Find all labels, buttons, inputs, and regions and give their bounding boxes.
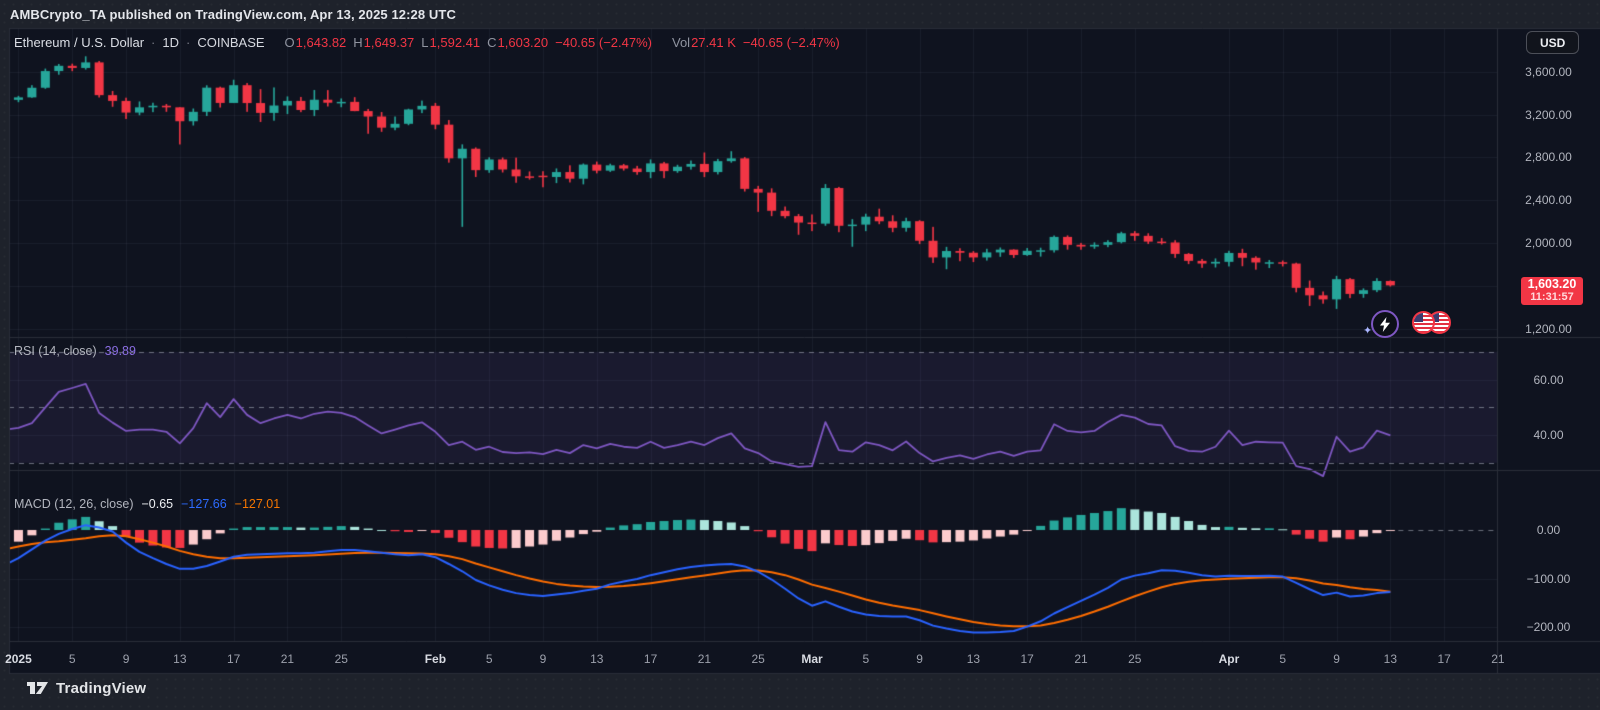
exchange-label: COINBASE [197,35,265,50]
tradingview-logo[interactable]: TradingView [26,680,146,697]
time-axis[interactable]: 2025 5 9 13 17 21 25 Feb 5 9 13 17 21 25 Mar 5 9 13 17 21 25… [0,641,1600,673]
price-axis[interactable]: 3,600.00 3,200.00 2,800.00 2,400.00 2,000.00… [1497,28,1600,673]
price-tick-label: 3,200.00 [1525,107,1572,122]
time-tick-label: 13 [1383,652,1398,666]
price-tick-label: 3,600.00 [1525,64,1572,79]
ohlc-high: H 1,649.37 [353,35,415,50]
currency-toggle-button[interactable]: USD [1526,31,1580,54]
bar-countdown: 11:31:57 [1530,290,1574,303]
time-tick-label: 21 [697,652,712,666]
time-tick-label: 13 [173,652,187,666]
time-tick-label: 5 [485,652,493,666]
macd-label[interactable]: MACD (12, 26, close) [14,497,134,511]
time-tick-label: 17 [643,652,658,666]
macd-tick-label: −100.00 [1526,571,1571,586]
time-tick-label: 25 [751,652,765,666]
volume: Vol 27.41 K [671,35,736,50]
time-tick-label: 17 [1020,652,1034,666]
volume-change: −40.65 (−2.47%) [742,35,840,50]
rsi-label[interactable]: RSI (14, close) [14,344,97,358]
time-tick-label: 9 [539,652,547,666]
macd-line-value: −127.66 [181,497,227,511]
time-tick-label: 9 [916,652,923,666]
time-tick-label: 13 [966,652,981,666]
time-tick-label: Feb [424,652,447,666]
macd-tick-label: 0.00 [1536,523,1561,537]
time-tick-label: 21 [280,652,295,666]
time-tick-label: 5 [68,652,76,666]
tradingview-brand-text: TradingView [56,680,147,697]
time-tick-label: 17 [1437,652,1451,666]
change-value: −40.65 (−2.47%) [555,35,652,50]
macd-legend: MACD (12, 26, close) −0.65 −127.66 −127.… [14,497,280,511]
time-tick-label: 25 [334,652,348,666]
time-tick-label: 21 [1074,652,1088,666]
macd-hist-value: −0.65 [141,497,174,511]
price-tick-label: 1,200.00 [1525,321,1572,336]
publish-header: AMBCrypto_TA published on TradingView.co… [10,7,456,22]
macd-tick-label: −200.00 [1526,620,1571,635]
time-tick-label: Apr [1218,652,1240,666]
time-tick-label: 5 [1279,652,1287,666]
macd-signal-value: −127.01 [234,497,281,511]
rsi-tick-label: 40.00 [1533,428,1564,443]
time-tick-label: 21 [1491,652,1505,666]
ohlc-close: C 1,603.20 [487,35,549,50]
last-price-badge: 1,603.20 11:31:57 [1521,277,1583,305]
ohlc-open: O 1,643.82 [284,35,347,50]
tradingview-glyph-icon [27,682,48,694]
symbol-name[interactable]: Ethereum / U.S. Dollar [14,35,145,50]
last-price-value: 1,603.20 [1527,277,1577,291]
time-tick-label: 9 [122,652,130,666]
rsi-legend: RSI (14, close) 39.89 [14,344,136,358]
ohlc-low: L 1,592.41 [421,35,481,50]
interval-label[interactable]: 1D [162,35,180,50]
price-tick-label: 2,400.00 [1525,193,1572,208]
legend-separator: · [186,35,191,50]
time-tick-label: 25 [1128,652,1142,666]
sparkle-icon: ✦ [1363,325,1373,337]
time-tick-label: 5 [862,652,870,666]
rsi-tick-label: 60.00 [1533,372,1564,387]
price-tick-label: 2,000.00 [1525,235,1572,250]
legend-separator: · [151,35,156,50]
time-tick-label: 17 [226,652,241,666]
symbol-legend: Ethereum / U.S. Dollar · 1D · COINBASE O… [14,35,840,50]
rsi-value: 39.89 [104,344,136,358]
time-tick-label: 9 [1333,652,1340,666]
time-tick-label: 13 [590,652,604,666]
us-flag-icon [1412,311,1435,334]
time-tick-label: 2025 [5,652,32,666]
time-tick-label: Mar [801,652,823,666]
price-tick-label: 2,800.00 [1525,150,1572,165]
boost-lightning-icon[interactable] [1371,310,1399,338]
